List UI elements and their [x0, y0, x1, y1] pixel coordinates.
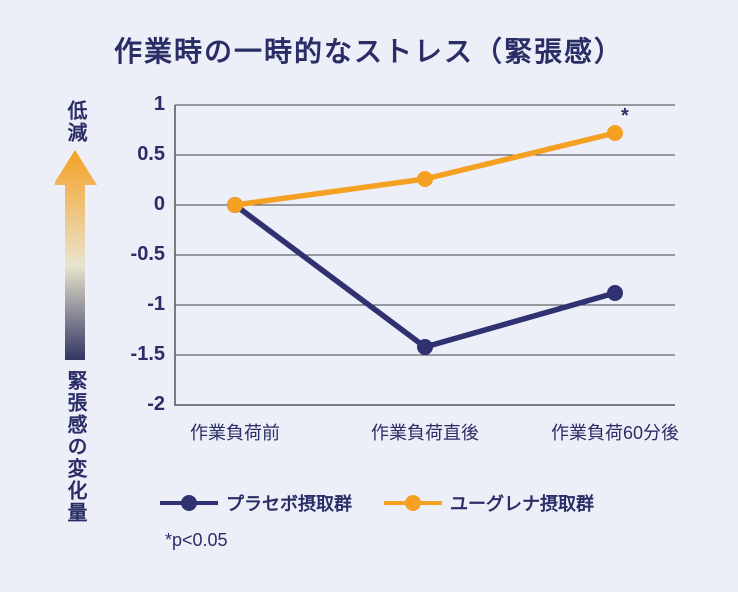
legend-label-placebo: プラセボ摂取群 [226, 490, 352, 516]
y-axis-top-label: 低減 [61, 100, 90, 144]
y-tick-label: -1 [125, 293, 165, 316]
chart-title: 作業時の一時的なストレス（緊張感） [0, 30, 738, 70]
x-category-label: 作業負荷直後 [371, 419, 479, 445]
legend: プラセボ摂取群 ユーグレナ摂取群 [160, 490, 594, 516]
legend-item-placebo: プラセボ摂取群 [160, 490, 352, 516]
y-tick-label: 0.5 [125, 143, 165, 166]
y-axis-decoration: 低減 緊張感の変化量 [55, 100, 100, 560]
significance-marker: * [621, 105, 629, 128]
y-axis-bottom-label: 緊張感の変化量 [61, 370, 90, 524]
y-tick-label: 1 [125, 93, 165, 116]
footnote: *p<0.05 [165, 530, 228, 551]
x-category-label: 作業負荷前 [190, 419, 280, 445]
legend-label-euglena: ユーグレナ摂取群 [450, 490, 594, 516]
y-tick-label: -2 [125, 393, 165, 416]
page: 作業時の一時的なストレス（緊張感） 低減 緊張感の変化量 1 0.5 0 -0.5 -1… [0, 0, 738, 592]
y-tick-label: -0.5 [125, 243, 165, 266]
legend-swatch-euglena [384, 498, 442, 508]
y-tick-label: -1.5 [125, 343, 165, 366]
x-category-label: 作業負荷60分後 [551, 419, 679, 445]
legend-item-euglena: ユーグレナ摂取群 [384, 490, 594, 516]
y-tick-label: 0 [125, 193, 165, 216]
chart-svg [120, 95, 690, 445]
line-chart: 1 0.5 0 -0.5 -1 -1.5 -2 作業負荷前 作業負荷直後 作業負荷60分後 * [120, 95, 690, 445]
legend-swatch-placebo [160, 498, 218, 508]
